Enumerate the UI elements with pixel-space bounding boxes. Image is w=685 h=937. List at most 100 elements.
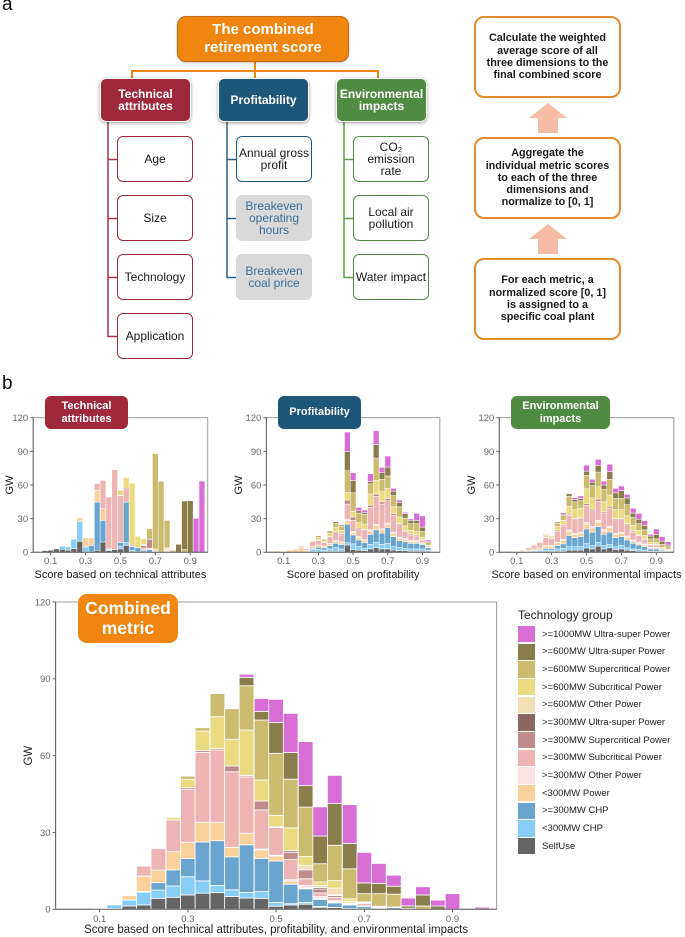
bar-segment	[612, 534, 619, 538]
y-tick-label: 30	[484, 514, 495, 525]
bar-segment	[355, 522, 362, 529]
x-tick-label: 0.3	[181, 914, 194, 925]
bar-segment	[641, 529, 648, 536]
bar-segment	[600, 534, 608, 546]
bar-stack-group	[41, 453, 206, 553]
x-tick-label: 0.5	[580, 556, 593, 567]
metric-co2-emission-rate: CO₂ emission rate	[353, 136, 429, 182]
bar-segment	[384, 522, 391, 525]
bar-segment	[425, 542, 432, 546]
bar-segment	[554, 521, 561, 524]
bar-segment	[297, 888, 314, 903]
bar-segment	[589, 479, 596, 483]
bar-segment	[390, 490, 397, 496]
bar-segment	[589, 545, 596, 550]
bar-segment	[342, 868, 358, 900]
bar-segment	[390, 549, 397, 553]
bar-segment	[378, 472, 386, 480]
bar-segment	[531, 548, 538, 551]
bar-segment	[589, 527, 596, 533]
metric-label: Breakeven	[245, 198, 303, 213]
bar-segment	[390, 488, 397, 492]
bar-segment	[332, 547, 339, 552]
bar-segment	[407, 540, 414, 542]
bar-segment	[612, 498, 619, 510]
bar-segment	[554, 548, 561, 552]
bar-segment	[99, 508, 107, 521]
bar-segment	[297, 903, 314, 910]
bar-segment	[425, 539, 432, 542]
bar-segment	[349, 492, 357, 512]
bar-segment	[117, 495, 124, 544]
bar-segment	[658, 549, 666, 552]
metric-label: Technology	[124, 269, 186, 284]
bar-segment	[332, 522, 339, 528]
bar-segment	[312, 898, 328, 907]
plot-frame	[32, 417, 209, 553]
chart-title-line: Profitability	[289, 406, 350, 419]
bar-segment	[606, 494, 613, 507]
bar-segment	[367, 507, 374, 531]
bar-segment	[618, 548, 625, 553]
bar-segment	[297, 806, 314, 857]
bar-segment	[356, 893, 373, 903]
bar-segment	[238, 832, 255, 846]
bar-segment	[282, 827, 299, 852]
bar-segment	[618, 532, 625, 537]
bar-segment	[583, 524, 590, 530]
bar-segment	[332, 531, 339, 533]
bar-segment	[332, 550, 339, 553]
bar-segment	[612, 509, 619, 519]
bar-segment	[327, 895, 343, 898]
y-tick-label: 120	[246, 413, 262, 424]
bar-segment	[94, 550, 101, 553]
bar-segment	[635, 513, 643, 520]
bar-segment	[53, 548, 60, 553]
y-tick-label: 90	[18, 447, 29, 458]
bar-segment	[583, 503, 590, 506]
bar-segment	[373, 529, 380, 543]
chart-title-line: Environmental	[522, 399, 599, 412]
bar-segment	[152, 548, 159, 552]
step-text: dimensions and	[506, 184, 589, 197]
step-text: individual metric scores	[485, 159, 610, 172]
chart-title-line: metric	[101, 617, 155, 638]
bar-segment	[600, 548, 608, 553]
bar-segment	[356, 902, 373, 904]
bar-segment	[180, 894, 196, 910]
bar-segment	[121, 905, 137, 910]
legend-label: <300MW Power	[542, 787, 610, 799]
y-tick-label: 0	[256, 548, 261, 559]
bar-segment	[653, 550, 660, 552]
bar-segment	[349, 534, 357, 545]
bar-segment	[513, 551, 520, 553]
bar-segment	[338, 533, 345, 536]
bar-segment	[344, 451, 351, 471]
bar-segment	[315, 539, 322, 541]
bar-segment	[560, 548, 567, 552]
step-text: Aggregate the	[511, 147, 584, 160]
chart-title-line: Combined	[85, 598, 171, 618]
bar-segment	[542, 548, 550, 551]
step-text: For each metric, a	[501, 274, 594, 287]
bar-segment	[565, 549, 573, 553]
y-tick-label: 30	[251, 514, 262, 525]
legend-swatch	[518, 643, 535, 661]
bar-segment	[396, 540, 403, 548]
legend-item: >=600MW Subcritical Power	[518, 678, 662, 696]
bar-segment	[315, 549, 322, 552]
bar-segment	[565, 529, 573, 532]
bar-segment	[344, 503, 351, 520]
bar-segment	[390, 532, 397, 537]
bar-segment	[344, 544, 351, 553]
bar-segment	[209, 840, 226, 886]
legend-swatch	[518, 802, 535, 820]
step-text: three dimensions to the	[486, 57, 609, 69]
bar-segment	[629, 525, 637, 532]
bar-segment	[595, 526, 602, 543]
legend-label: SelfUse	[542, 840, 576, 852]
bar-segment	[641, 549, 648, 552]
bar-segment	[105, 549, 112, 551]
bar-segment	[326, 543, 334, 546]
bar-segment	[401, 530, 409, 532]
